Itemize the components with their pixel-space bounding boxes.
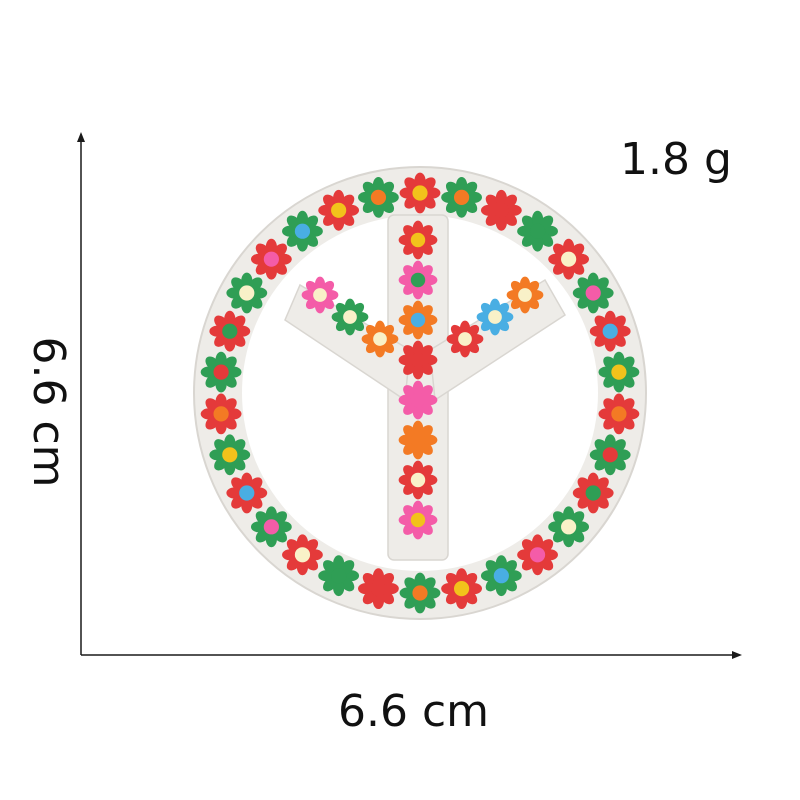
flower-icon: [282, 210, 323, 252]
height-dimension-label: 6.6 cm: [23, 336, 74, 488]
flower-icon: [226, 472, 268, 514]
flower-icon: [398, 420, 438, 460]
flower-icon: [358, 176, 399, 218]
horizontal-axis-arrow-icon: [732, 651, 742, 659]
flower-icon: [506, 276, 544, 314]
flower-icon: [250, 506, 292, 548]
flower-icon: [398, 220, 438, 260]
flower-icon: [200, 351, 242, 393]
flower-icon: [480, 189, 522, 231]
flower-icon: [398, 500, 438, 540]
flower-icon: [398, 300, 438, 340]
flower-icon: [572, 472, 614, 514]
flower-icon: [480, 555, 522, 597]
flower-icon: [548, 506, 590, 548]
flower-icon: [398, 340, 438, 380]
flower-icon: [441, 568, 482, 610]
flower-icon: [476, 298, 514, 336]
flower-icon: [399, 572, 441, 614]
width-dimension-label: 6.6 cm: [338, 686, 490, 737]
flower-icon: [282, 534, 323, 576]
flower-icon: [331, 298, 369, 336]
flower-icon: [209, 310, 251, 352]
flower-icon: [399, 172, 441, 214]
peace-patch: [193, 166, 647, 620]
flower-icon: [548, 238, 590, 280]
flower-icon: [226, 272, 268, 314]
flower-icon: [517, 210, 558, 252]
flower-icon: [318, 189, 360, 231]
vertical-axis-arrow-icon: [77, 132, 85, 142]
flower-icon: [361, 320, 399, 358]
flower-icon: [572, 272, 614, 314]
flower-icon: [318, 555, 360, 597]
flower-icon: [398, 380, 438, 420]
flower-icon: [517, 534, 558, 576]
flower-icon: [441, 176, 482, 218]
flower-icon: [250, 238, 292, 280]
flower-icon: [589, 434, 631, 476]
flower-icon: [398, 460, 438, 500]
weight-label: 1.8 g: [620, 134, 732, 185]
flower-icon: [589, 310, 631, 352]
embroidered-flowers: [200, 172, 640, 614]
flower-icon: [398, 260, 438, 300]
flower-icon: [358, 568, 399, 610]
flower-icon: [598, 351, 640, 393]
flower-icon: [598, 393, 640, 435]
flower-icon: [446, 320, 484, 358]
flower-icon: [200, 393, 242, 435]
flower-icon: [301, 276, 339, 314]
flower-icon: [209, 434, 251, 476]
dimension-axes: [77, 132, 742, 659]
